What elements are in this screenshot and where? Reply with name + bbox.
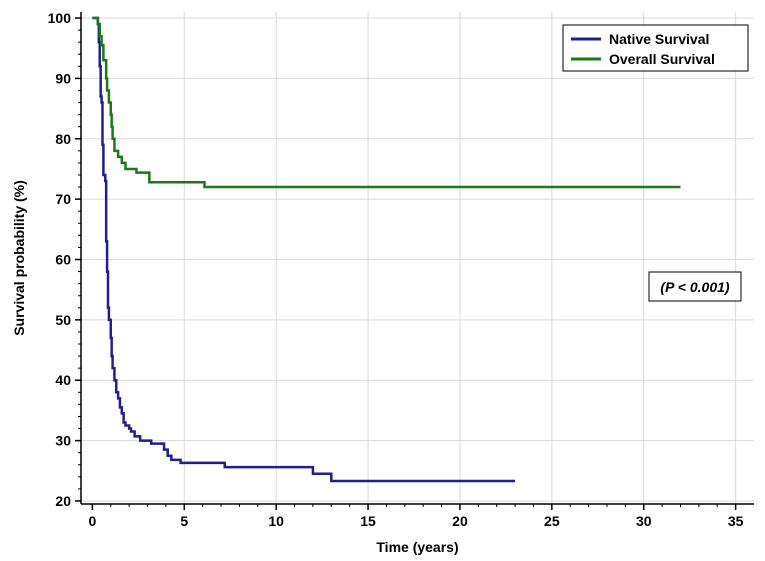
x-tick-label: 5	[180, 513, 188, 529]
x-tick-label: 30	[636, 513, 652, 529]
series-lines	[92, 16, 681, 483]
y-tick-label: 60	[55, 252, 71, 268]
x-tick-label: 35	[728, 513, 744, 529]
legend-box	[562, 24, 749, 72]
x-axis-title: Time (years)	[376, 539, 458, 555]
grid	[81, 12, 754, 504]
p-value-annotation: (P < 0.001)	[648, 271, 742, 302]
x-tick-label: 25	[544, 513, 560, 529]
series-line-native-survival	[92, 16, 516, 483]
x-tick-label: 15	[360, 513, 376, 529]
p-value-text: (P < 0.001)	[660, 279, 729, 295]
legend-label-overall-survival: Overall Survival	[609, 51, 715, 67]
ticks: 20 30 40 50 60 70 80 90 100 0 5 10 15 20 25 30 35	[48, 10, 744, 529]
y-tick-label: 30	[55, 433, 71, 449]
x-tick-label: 20	[452, 513, 468, 529]
y-tick-label: 70	[55, 191, 71, 207]
x-tick-label: 0	[88, 513, 96, 529]
p-value-box	[648, 271, 742, 302]
axes	[80, 12, 754, 505]
x-tick-label: 10	[268, 513, 284, 529]
y-tick-label: 100	[48, 10, 72, 26]
y-tick-label: 50	[55, 312, 71, 328]
y-tick-label: 40	[55, 372, 71, 388]
series-line-overall-survival	[92, 16, 681, 189]
legend-label-native-survival: Native Survival	[609, 31, 709, 47]
y-tick-label: 20	[55, 493, 71, 509]
y-tick-label: 80	[55, 131, 71, 147]
legend: Native Survival Overall Survival	[562, 24, 749, 72]
y-tick-label: 90	[55, 70, 71, 86]
y-axis-title: Survival probability (%)	[11, 180, 27, 336]
